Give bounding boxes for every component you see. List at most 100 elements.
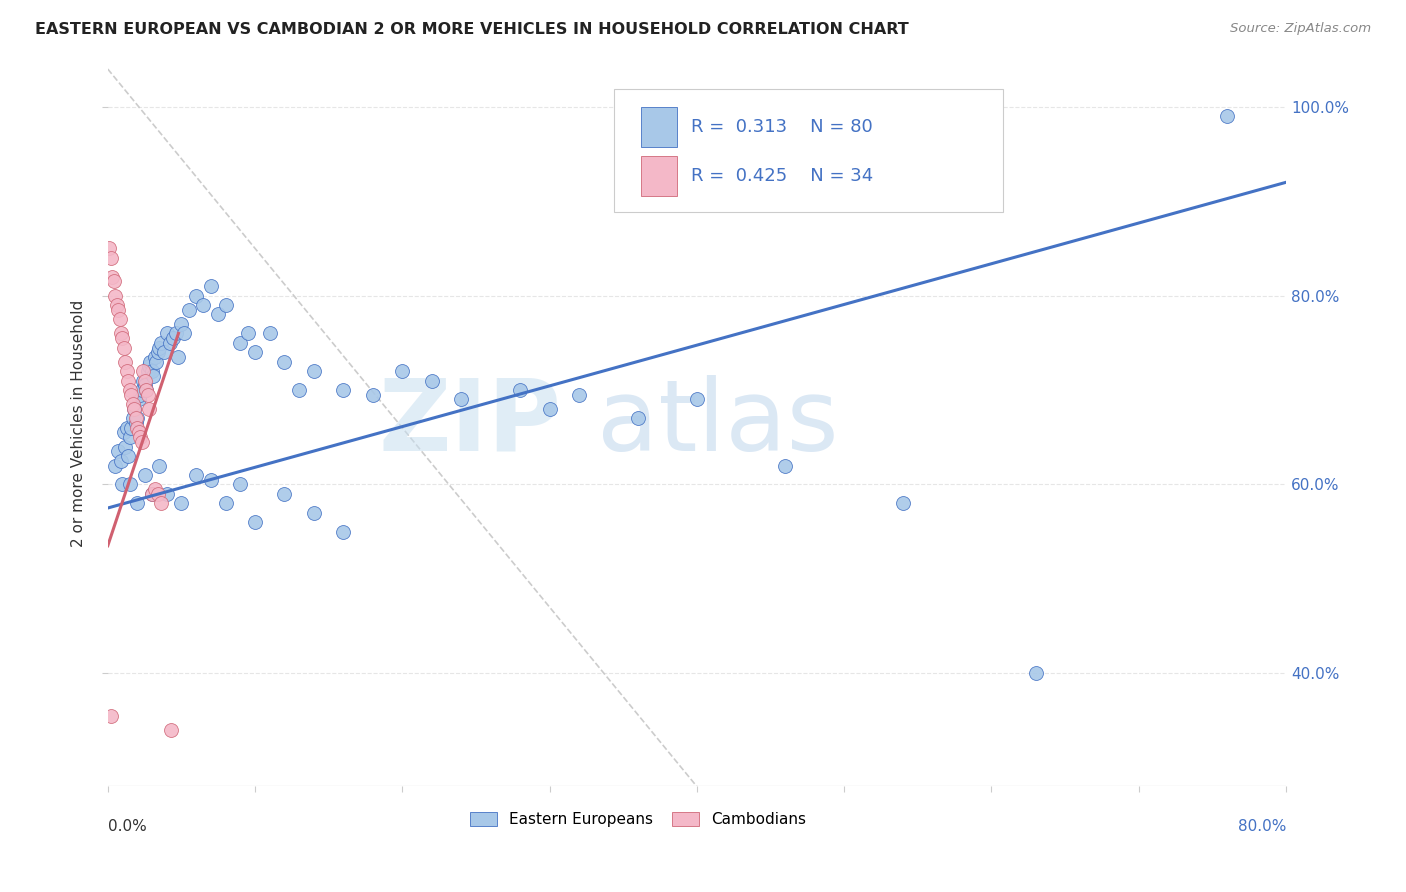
Point [236,326,259,341]
Point [120,388,142,402]
Point [128,425,150,440]
Point [229,335,252,350]
Point [170,317,193,331]
Point [214,496,236,510]
Point [115,364,138,378]
Point [128,392,150,407]
Point [177,302,200,317]
Point [129,430,152,444]
Point [1216,109,1239,123]
Point [509,383,531,397]
Point [420,374,443,388]
Point [159,335,181,350]
Text: 0.0%: 0.0% [108,819,146,834]
Point [138,401,160,416]
Point [450,392,472,407]
Point [139,354,162,368]
Point [108,312,131,326]
Point [121,397,143,411]
Point [125,411,148,425]
Point [160,723,183,737]
Point [162,331,184,345]
Text: ZIP: ZIP [378,375,561,472]
Point [117,449,139,463]
Point [135,383,157,397]
Legend: Eastern Europeans, Cambodians: Eastern Europeans, Cambodians [464,806,813,833]
Point [112,341,135,355]
Text: EASTERN EUROPEAN VS CAMBODIAN 2 OR MORE VEHICLES IN HOUSEHOLD CORRELATION CHART: EASTERN EUROPEAN VS CAMBODIAN 2 OR MORE … [35,22,908,37]
Point [142,368,165,383]
Point [184,288,207,302]
Point [112,425,135,440]
Point [124,401,146,416]
Point [110,454,132,468]
Point [98,241,121,255]
Point [152,345,174,359]
Point [627,411,650,425]
Text: 80.0%: 80.0% [1237,819,1286,834]
Point [124,401,146,416]
Point [149,335,172,350]
Point [302,364,325,378]
Point [193,298,215,312]
Point [143,350,166,364]
Point [288,383,311,397]
Point [101,269,124,284]
Point [167,350,190,364]
Text: R =  0.313    N = 80: R = 0.313 N = 80 [690,119,873,136]
Point [259,326,281,341]
Point [214,298,236,312]
Point [1025,666,1047,681]
Point [107,444,129,458]
Point [273,354,295,368]
Point [141,487,163,501]
Point [100,708,122,723]
Point [120,421,142,435]
Point [138,359,160,374]
Point [114,440,136,454]
Point [538,401,561,416]
Point [118,383,141,397]
Point [148,341,170,355]
Point [129,388,152,402]
Point [127,496,149,510]
Point [229,477,252,491]
Point [141,487,163,501]
Point [156,487,179,501]
Point [200,279,222,293]
Point [125,416,148,430]
Point [141,364,163,378]
Point [127,421,149,435]
Point [131,383,153,397]
Point [148,458,170,473]
Point [146,345,169,359]
Point [391,364,413,378]
Bar [641,156,676,196]
Point [145,354,167,368]
Point [207,308,229,322]
Point [302,506,325,520]
Point [111,477,134,491]
Point [104,288,127,302]
Point [184,467,207,482]
Point [200,473,222,487]
Point [568,388,591,402]
Point [273,487,295,501]
Point [118,430,141,444]
Point [332,524,354,539]
Point [686,392,709,407]
Point [170,496,193,510]
Point [110,326,132,341]
Point [891,496,914,510]
Point [118,477,141,491]
Point [773,458,796,473]
Point [117,374,139,388]
Point [134,467,156,482]
Point [361,388,384,402]
Point [127,411,149,425]
Point [173,326,195,341]
Point [131,434,153,449]
Text: R =  0.425    N = 34: R = 0.425 N = 34 [690,167,873,185]
Point [134,378,156,392]
Point [107,302,129,317]
